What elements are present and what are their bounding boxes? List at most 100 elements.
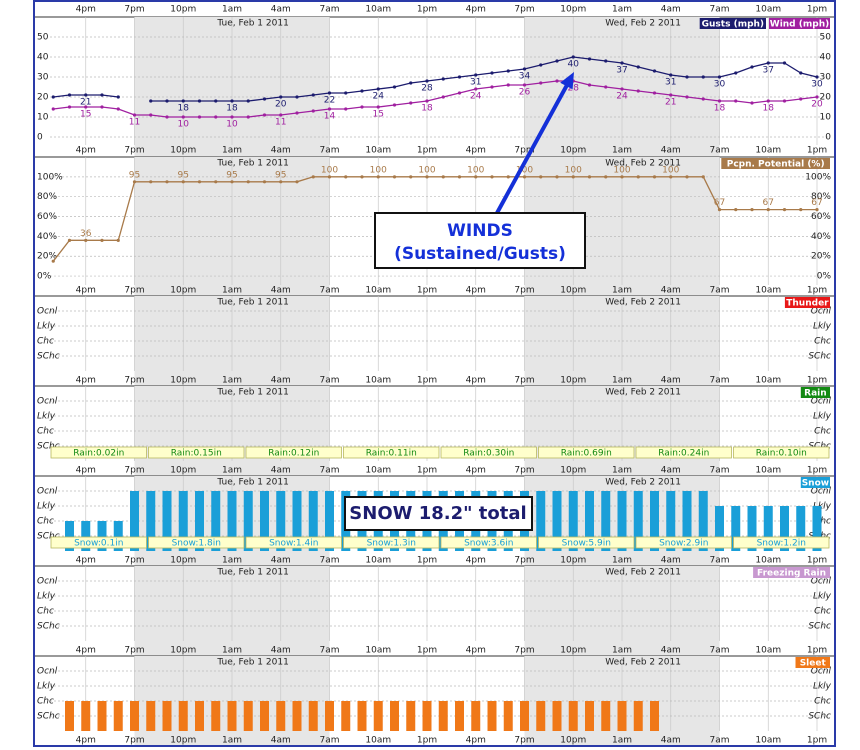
data-label: 67 bbox=[763, 198, 774, 208]
bar bbox=[243, 491, 253, 551]
data-label: 30 bbox=[714, 80, 726, 90]
point bbox=[620, 61, 624, 65]
x-tick-label: 4am bbox=[271, 556, 291, 566]
y-tick-label: 100% bbox=[805, 172, 831, 182]
point bbox=[230, 99, 234, 103]
point bbox=[522, 67, 527, 71]
x-tick-label: 10am bbox=[365, 646, 391, 656]
point bbox=[636, 89, 640, 93]
date-label: Tue, Feb 1 2011 bbox=[216, 298, 288, 308]
bar bbox=[796, 506, 806, 551]
point bbox=[230, 115, 234, 119]
y-tick-label: 0 bbox=[825, 133, 831, 143]
bar bbox=[731, 506, 741, 551]
point bbox=[474, 87, 478, 91]
point bbox=[490, 175, 494, 179]
bar bbox=[552, 701, 562, 731]
x-tick-label: 4pm bbox=[466, 5, 486, 15]
bar bbox=[195, 491, 204, 551]
x-tick-label: 10am bbox=[755, 146, 781, 156]
x-tick-label: 10pm bbox=[560, 556, 586, 566]
amount-label: Snow:5.9in bbox=[562, 539, 611, 549]
date-label: Wed, Feb 2 2011 bbox=[605, 658, 681, 668]
amount-box bbox=[440, 536, 537, 549]
point bbox=[214, 99, 218, 103]
point bbox=[246, 115, 250, 119]
point bbox=[506, 175, 510, 179]
point bbox=[197, 99, 202, 103]
x-tick-label: 7am bbox=[319, 736, 339, 746]
amount-label: Rain:0.02in bbox=[73, 449, 124, 459]
point bbox=[604, 175, 608, 179]
data-label: 26 bbox=[519, 88, 531, 98]
bar bbox=[747, 506, 757, 551]
point bbox=[750, 101, 754, 105]
x-tick-label: 10am bbox=[365, 736, 391, 746]
plot-area: 4pm 7pm 10pm 1am 4am 7am 10am 1pm 4pm 7pm 10pm 1am 4… bbox=[34, 5, 835, 747]
amount-box bbox=[733, 536, 830, 549]
y-tick-label: Chc bbox=[814, 427, 831, 437]
legend-box bbox=[721, 158, 830, 169]
date-label: Wed, Feb 2 2011 bbox=[605, 478, 681, 488]
data-label: 18 bbox=[714, 104, 726, 114]
x-tick-label: 1pm bbox=[417, 466, 437, 476]
point bbox=[474, 73, 478, 77]
data-label: 24 bbox=[616, 92, 628, 102]
point bbox=[295, 111, 299, 115]
data-label: 24 bbox=[470, 92, 482, 102]
amount-label: Snow:3.6in bbox=[464, 539, 513, 549]
point bbox=[425, 99, 429, 103]
x-tick-label: 4pm bbox=[76, 466, 96, 476]
date-label: Wed, Feb 2 2011 bbox=[605, 159, 681, 169]
data-label: 100 bbox=[662, 165, 679, 175]
amount-box bbox=[245, 446, 342, 459]
bar bbox=[455, 701, 464, 731]
data-label: 11 bbox=[129, 118, 140, 128]
y-tick-label: Lkly bbox=[37, 592, 56, 602]
bar bbox=[292, 491, 302, 551]
point bbox=[84, 105, 88, 109]
x-tick-label: 10am bbox=[755, 286, 781, 296]
data-label: 21 bbox=[665, 98, 676, 108]
bar bbox=[195, 701, 204, 731]
data-label: 18 bbox=[421, 104, 433, 114]
y-tick-label: 10 bbox=[820, 113, 832, 123]
y-tick-label: 80% bbox=[811, 192, 831, 202]
y-tick-label: Chc bbox=[37, 427, 54, 437]
x-tick-label: 10pm bbox=[170, 466, 196, 476]
y-tick-label: 50 bbox=[820, 33, 832, 43]
x-tick-label: 7am bbox=[319, 286, 339, 296]
amount-box bbox=[538, 536, 635, 549]
y-tick-label: Ocnl bbox=[37, 667, 58, 677]
data-label: 10 bbox=[178, 120, 190, 130]
bar bbox=[763, 506, 773, 551]
bar bbox=[568, 701, 578, 731]
bar bbox=[715, 506, 724, 551]
bar bbox=[325, 491, 334, 551]
point bbox=[522, 175, 527, 179]
y-tick-label: Ocnl bbox=[37, 397, 58, 407]
point bbox=[555, 175, 559, 179]
x-tick-label: 10am bbox=[755, 5, 781, 15]
y-tick-label: Lkly bbox=[813, 682, 832, 692]
data-label: 100 bbox=[565, 165, 582, 175]
x-tick-label: 7am bbox=[319, 5, 339, 15]
amount-label: Snow:0.1in bbox=[74, 539, 123, 549]
y-tick-label: 40% bbox=[811, 232, 831, 242]
amount-box bbox=[538, 446, 635, 459]
y-tick-label: SChc bbox=[37, 532, 60, 542]
point bbox=[555, 79, 559, 83]
point bbox=[490, 85, 494, 89]
point bbox=[214, 180, 218, 184]
x-tick-label: 1pm bbox=[807, 646, 827, 656]
bar bbox=[390, 701, 399, 731]
x-tick-label: 7am bbox=[319, 646, 339, 656]
point bbox=[360, 175, 364, 179]
point bbox=[51, 259, 55, 263]
x-tick-label: 1am bbox=[222, 736, 242, 746]
x-tick-label: 4pm bbox=[76, 286, 96, 296]
x-tick-label: 7pm bbox=[124, 376, 144, 386]
x-tick-label: 7am bbox=[319, 146, 339, 156]
y-tick-label: Ocnl bbox=[811, 487, 832, 497]
data-label: 37 bbox=[763, 66, 774, 76]
